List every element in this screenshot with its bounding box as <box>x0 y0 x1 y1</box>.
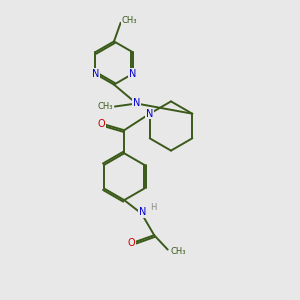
Text: N: N <box>92 69 99 79</box>
Text: N: N <box>146 109 153 119</box>
Text: H: H <box>150 202 156 211</box>
Text: N: N <box>129 69 136 79</box>
Text: N: N <box>133 98 140 109</box>
Text: CH₃: CH₃ <box>170 248 186 256</box>
Text: CH₃: CH₃ <box>98 102 113 111</box>
Text: O: O <box>97 119 105 129</box>
Text: O: O <box>127 238 135 248</box>
Text: CH₃: CH₃ <box>121 16 137 25</box>
Text: N: N <box>139 207 146 218</box>
